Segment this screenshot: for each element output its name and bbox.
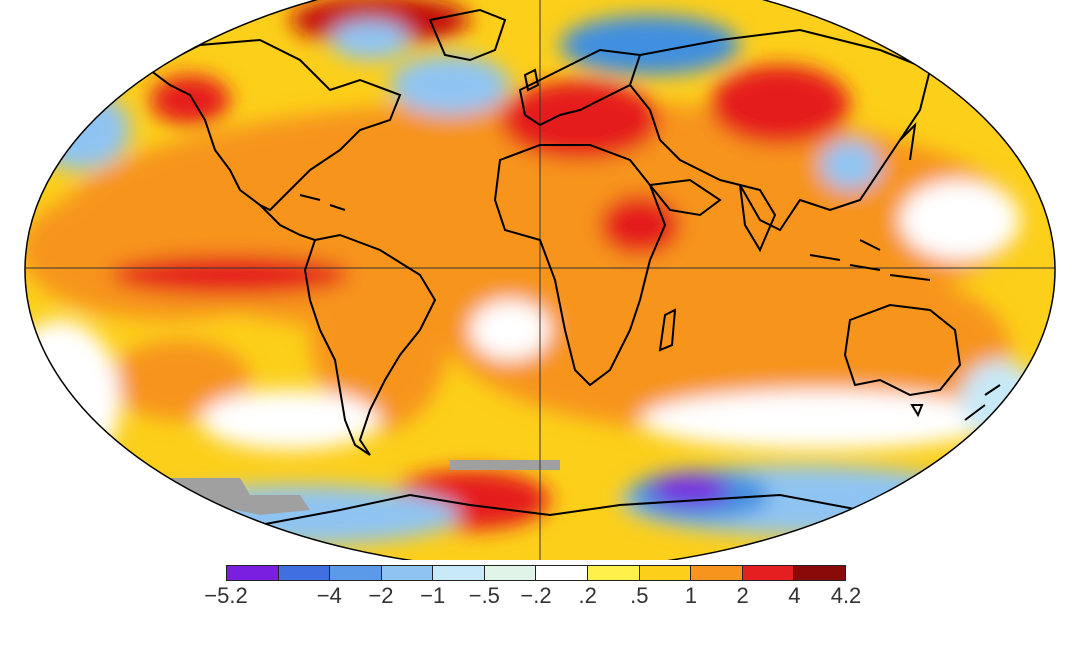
coast-antarctica xyxy=(259,493,901,526)
legend-color-cell xyxy=(536,566,589,580)
legend-color-cell xyxy=(484,566,537,580)
coast-tasmania xyxy=(910,404,924,418)
coast-japan xyxy=(899,122,917,161)
coast-indonesia xyxy=(809,239,931,281)
legend-color-cell xyxy=(433,566,485,580)
legend-color-cell xyxy=(227,566,279,580)
legend-tick-label: −.2 xyxy=(520,583,552,608)
legend-tick-labels: −5.2 −4 −2 −1 −.5 −.2 .2 .5 1 2 4 4.2 xyxy=(0,583,1081,613)
coast-asia xyxy=(629,28,932,232)
legend-tick-label: .5 xyxy=(630,583,649,608)
coast-australia xyxy=(843,303,962,397)
legend-color-cell xyxy=(639,566,692,580)
legend-tick-label: −5.2 xyxy=(204,583,248,608)
legend-tick-label: −4 xyxy=(316,583,342,608)
legend-tick-label: 2 xyxy=(736,583,749,608)
legend-colorbar xyxy=(226,565,846,581)
coast-africa xyxy=(493,144,667,387)
legend-color-cell xyxy=(381,566,434,580)
no-data-region-2 xyxy=(450,460,560,470)
anomaly-field xyxy=(25,0,1055,560)
coast-greenland xyxy=(428,8,507,62)
legend-tick-label: −2 xyxy=(368,583,394,608)
coastlines xyxy=(148,8,1001,526)
coast-caribbean xyxy=(299,194,346,211)
legend-color-cell xyxy=(691,566,743,580)
legend-color-cell xyxy=(588,566,640,580)
coast-new-zealand xyxy=(964,384,1001,421)
legend-color-cell xyxy=(330,566,382,580)
legend-tick-label: 4 xyxy=(788,583,801,608)
coast-central-america xyxy=(259,204,316,241)
coast-north-america xyxy=(148,38,402,212)
legend-tick-label: −1 xyxy=(420,583,446,608)
coast-europe xyxy=(518,48,642,127)
coast-arabia xyxy=(648,178,722,217)
legend-tick-label: 4.2 xyxy=(830,583,862,608)
legend-color-cell xyxy=(742,566,795,580)
legend-tick-label: 1 xyxy=(684,583,698,608)
no-data-region xyxy=(165,478,310,515)
coast-madagascar xyxy=(658,308,677,352)
map-canvas xyxy=(24,0,1056,571)
world-temperature-anomaly-map xyxy=(24,0,1056,571)
legend-tick-label: −.5 xyxy=(468,583,500,608)
legend-color-cell xyxy=(278,566,331,580)
legend-color-cell xyxy=(794,566,845,580)
coast-uk xyxy=(523,68,540,92)
coast-south-america xyxy=(303,233,437,456)
coast-india xyxy=(738,183,777,253)
legend-tick-label: .2 xyxy=(578,583,597,608)
